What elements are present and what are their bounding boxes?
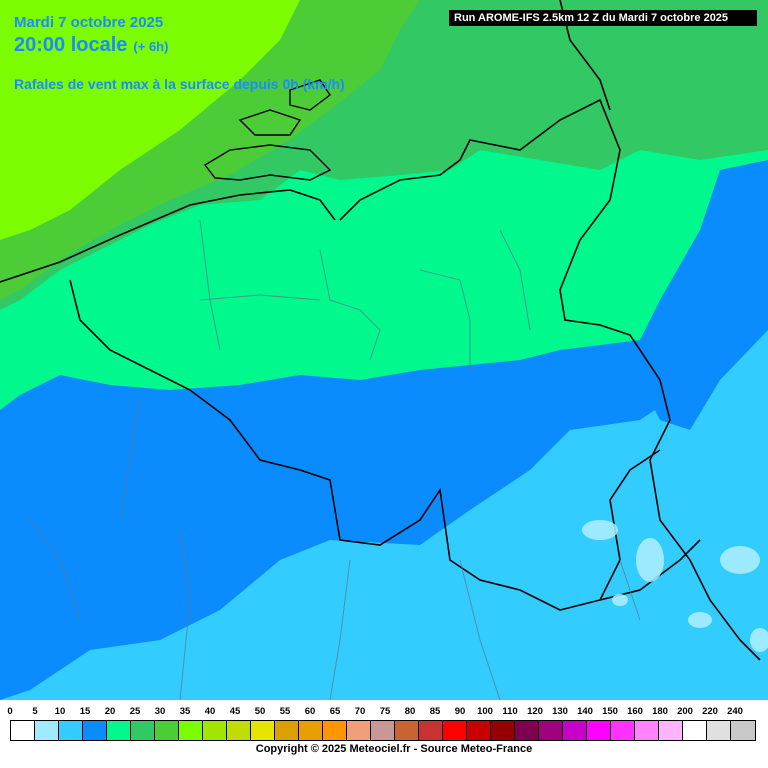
legend-label: 120 xyxy=(527,706,543,717)
legend-swatch xyxy=(227,721,251,740)
color-legend: 0 5 10 15 20 25 30 35 40 45 50 55 60 65 70 75 80 85 90 100 1… xyxy=(0,700,768,768)
legend-label: 200 xyxy=(677,706,693,717)
legend-swatch xyxy=(467,721,491,740)
legend-label: 80 xyxy=(404,706,416,717)
legend-label: 40 xyxy=(204,706,216,717)
legend-label: 150 xyxy=(602,706,618,717)
legend-label: 20 xyxy=(104,706,116,717)
legend-label: 0 xyxy=(7,706,13,717)
estuary-islands xyxy=(203,79,332,181)
legend-swatch xyxy=(179,721,203,740)
legend-label: 50 xyxy=(254,706,266,717)
legend-label: 75 xyxy=(379,706,391,717)
legend-swatch xyxy=(83,721,107,740)
run-label: Run AROME-IFS 2.5km 12 Z du Mardi 7 octo… xyxy=(449,10,757,26)
legend-swatch xyxy=(299,721,323,740)
parameter-title: Rafales de vent max à la surface depuis … xyxy=(14,76,345,92)
copyright-text: Copyright © 2025 Meteociel.fr - Source M… xyxy=(255,743,533,755)
forecast-date: Mardi 7 octobre 2025 xyxy=(14,14,164,31)
legend-label: 25 xyxy=(129,706,141,717)
legend-swatch xyxy=(155,721,179,740)
legend-swatch xyxy=(683,721,707,740)
legend-swatch xyxy=(491,721,515,740)
legend-label: 220 xyxy=(702,706,718,717)
legend-label: 100 xyxy=(477,706,493,717)
forecast-time-label: 20:00 locale xyxy=(14,34,128,56)
forecast-time: 20:00 locale (+ 6h) xyxy=(14,34,168,57)
legend-label: 55 xyxy=(279,706,291,717)
legend-label: 160 xyxy=(627,706,643,717)
legend-swatch xyxy=(35,721,59,740)
legend-label: 85 xyxy=(429,706,441,717)
legend-swatch xyxy=(323,721,347,740)
legend-swatch xyxy=(107,721,131,740)
legend-bar xyxy=(10,720,756,741)
legend-label: 5 xyxy=(32,706,38,717)
legend-label: 15 xyxy=(79,706,91,717)
zone-lime xyxy=(0,0,300,240)
legend-label: 10 xyxy=(54,706,66,717)
legend-swatch xyxy=(443,721,467,740)
legend-swatch xyxy=(11,721,35,740)
region-borders xyxy=(29,219,641,701)
legend-swatch xyxy=(563,721,587,740)
legend-swatch xyxy=(539,721,563,740)
legend-label: 70 xyxy=(354,706,366,717)
legend-label: 90 xyxy=(454,706,466,717)
coastline xyxy=(0,189,336,283)
border-south xyxy=(69,279,661,611)
legend-label: 35 xyxy=(179,706,191,717)
zone-mid-blue-east xyxy=(640,180,768,430)
legend-label: 180 xyxy=(652,706,668,717)
legend-ticks: 0 5 10 15 20 25 30 35 40 45 50 55 60 65 70 75 80 85 90 100 1… xyxy=(0,706,768,718)
legend-swatch xyxy=(275,721,299,740)
legend-swatch xyxy=(59,721,83,740)
legend-swatch xyxy=(731,721,755,740)
legend-label: 45 xyxy=(229,706,241,717)
legend-swatch xyxy=(515,721,539,740)
pale-blue-patches xyxy=(582,520,768,652)
legend-swatch xyxy=(611,721,635,740)
legend-swatch xyxy=(635,721,659,740)
legend-label: 140 xyxy=(577,706,593,717)
legend-swatch xyxy=(347,721,371,740)
legend-label: 65 xyxy=(329,706,341,717)
legend-swatch xyxy=(707,721,731,740)
legend-swatch xyxy=(395,721,419,740)
forecast-offset: (+ 6h) xyxy=(133,39,169,54)
legend-label: 60 xyxy=(304,706,316,717)
legend-label: 240 xyxy=(727,706,743,717)
legend-label: 110 xyxy=(502,706,518,717)
legend-label: 130 xyxy=(552,706,568,717)
legend-swatch xyxy=(371,721,395,740)
border-north xyxy=(339,98,761,661)
legend-swatch xyxy=(419,721,443,740)
legend-swatch xyxy=(131,721,155,740)
legend-swatch xyxy=(659,721,683,740)
legend-swatch xyxy=(587,721,611,740)
legend-swatch xyxy=(251,721,275,740)
legend-swatch xyxy=(203,721,227,740)
legend-label: 30 xyxy=(154,706,166,717)
